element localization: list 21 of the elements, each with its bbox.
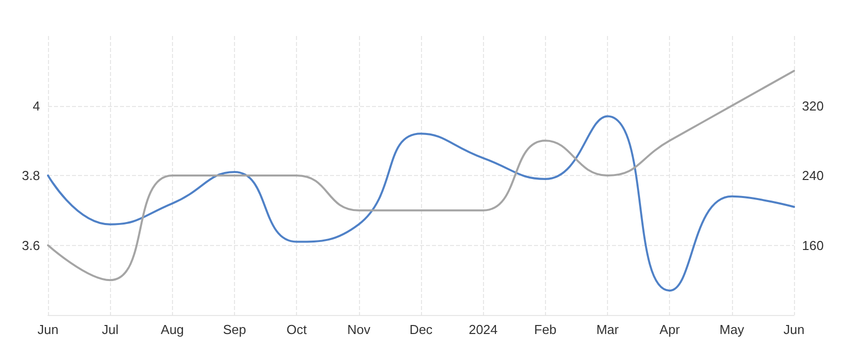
x-tick-label: Sep <box>222 322 246 337</box>
x-tick-label: Mar <box>596 322 620 337</box>
x-tick-label: Oct <box>286 322 308 337</box>
y-tick-label: 3.6 <box>22 238 40 253</box>
x-tick-label: Jun <box>38 322 58 337</box>
x-tick-label: Jul <box>102 322 119 337</box>
x-tick-label: May <box>720 322 745 337</box>
line-series <box>47 70 795 282</box>
x-tick-label: Nov <box>347 322 371 337</box>
x-tick-label: Jun <box>784 322 804 337</box>
y-tick-label: 4 <box>32 98 40 114</box>
line-series <box>47 115 795 292</box>
y2-tick-label: 240 <box>802 168 824 183</box>
y2-tick-label: 160 <box>802 238 824 253</box>
x-tick-label: Dec <box>409 322 434 337</box>
y2-tick-label: 320 <box>802 98 824 114</box>
x-tick-label: 2024 <box>468 322 498 337</box>
x-tick-label: Feb <box>534 322 557 337</box>
x-tick-label: Aug <box>160 322 184 337</box>
x-tick-label: Apr <box>660 322 680 337</box>
y-tick-label: 3.8 <box>22 168 40 183</box>
